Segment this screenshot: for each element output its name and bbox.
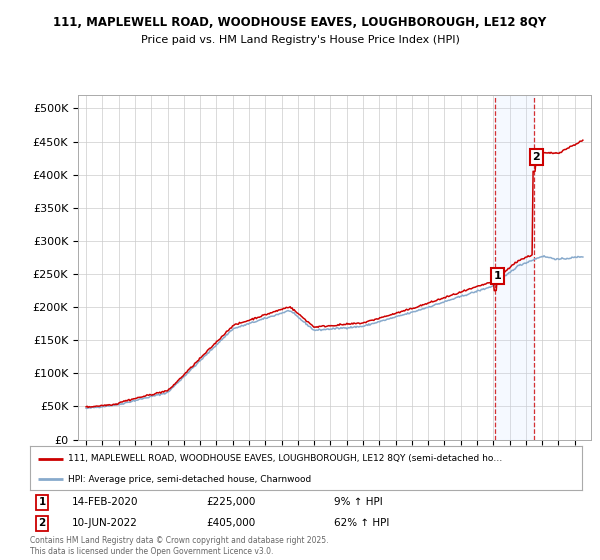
Text: 111, MAPLEWELL ROAD, WOODHOUSE EAVES, LOUGHBOROUGH, LE12 8QY (semi-detached ho…: 111, MAPLEWELL ROAD, WOODHOUSE EAVES, LO… xyxy=(68,454,502,463)
Text: 9% ↑ HPI: 9% ↑ HPI xyxy=(334,497,382,507)
Text: 62% ↑ HPI: 62% ↑ HPI xyxy=(334,519,389,529)
Text: £405,000: £405,000 xyxy=(206,519,256,529)
Text: £225,000: £225,000 xyxy=(206,497,256,507)
Text: 14-FEB-2020: 14-FEB-2020 xyxy=(71,497,138,507)
Text: 1: 1 xyxy=(38,497,46,507)
Text: 111, MAPLEWELL ROAD, WOODHOUSE EAVES, LOUGHBOROUGH, LE12 8QY: 111, MAPLEWELL ROAD, WOODHOUSE EAVES, LO… xyxy=(53,16,547,29)
Text: 1: 1 xyxy=(494,271,502,281)
Text: Price paid vs. HM Land Registry's House Price Index (HPI): Price paid vs. HM Land Registry's House … xyxy=(140,35,460,45)
Text: 2: 2 xyxy=(533,152,541,162)
Text: 2: 2 xyxy=(38,519,46,529)
Text: HPI: Average price, semi-detached house, Charnwood: HPI: Average price, semi-detached house,… xyxy=(68,474,311,484)
Bar xyxy=(496,95,534,440)
Text: Contains HM Land Registry data © Crown copyright and database right 2025.
This d: Contains HM Land Registry data © Crown c… xyxy=(30,536,329,556)
Text: 10-JUN-2022: 10-JUN-2022 xyxy=(71,519,137,529)
